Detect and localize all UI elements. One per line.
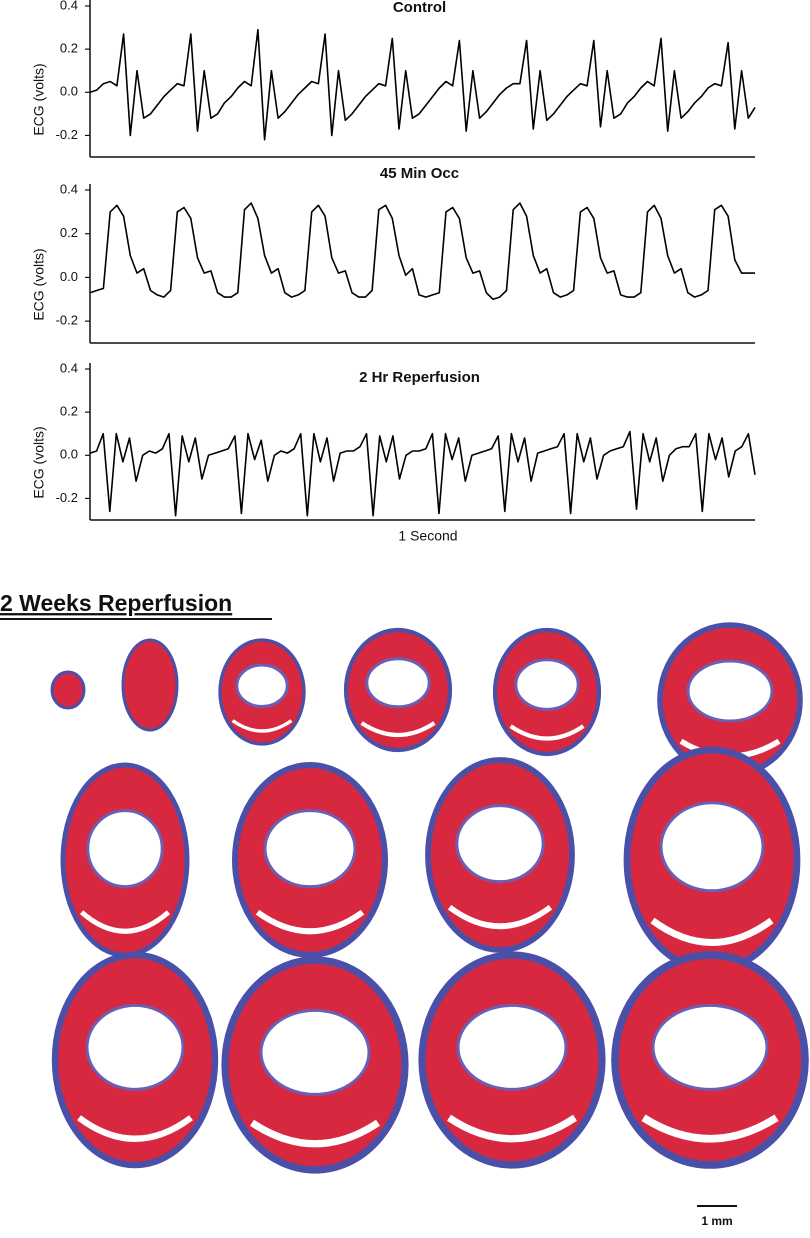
lumen-cleft (509, 724, 585, 741)
ventricle-cavity (651, 1003, 769, 1091)
lumen-cleft (79, 910, 171, 934)
tissue-section (50, 670, 86, 710)
ventricle-cavity (455, 804, 545, 884)
lumen-cleft (650, 917, 774, 946)
ventricle-cavity (514, 658, 580, 711)
lumen-cleft (447, 1114, 577, 1143)
y-tick-label: 0.4 (60, 181, 78, 196)
chart-title: Control (393, 0, 446, 16)
ecg-trace (89, 430, 756, 517)
y-tick-label: 0.2 (60, 41, 78, 56)
ecg-trace (89, 202, 755, 301)
y-tick-label: 0.0 (60, 447, 78, 462)
ventricle-cavity (456, 1003, 568, 1091)
y-axis-label: ECG (volts) (31, 426, 47, 498)
tissue-section (121, 638, 179, 732)
ventricle-cavity (686, 659, 774, 723)
lumen-cleft (641, 1114, 779, 1143)
ventricle-cavity (235, 663, 289, 709)
y-axis-label: ECG (volts) (31, 63, 47, 135)
lumen-cleft (447, 904, 553, 929)
ventricle-cavity (263, 809, 357, 889)
chart-title: 2 Hr Reperfusion (359, 369, 480, 386)
lumen-cleft (360, 721, 436, 738)
y-tick-label: 0.2 (60, 404, 78, 419)
section-heading: 2 Weeks Reperfusion (0, 590, 232, 616)
ventricle-cavity (365, 657, 431, 709)
ventricle-cavity (86, 809, 164, 889)
y-tick-label: 0.0 (60, 269, 78, 284)
y-tick-label: 0.4 (60, 0, 78, 12)
lumen-cleft (77, 1115, 193, 1142)
lumen-cleft (255, 909, 365, 935)
ecg-trace (89, 28, 756, 141)
ventricle-cavity (659, 801, 765, 893)
y-tick-label: -0.2 (56, 127, 78, 142)
y-tick-label: 0.0 (60, 84, 78, 99)
lumen-cleft (231, 719, 293, 733)
ventricle-cavity (259, 1008, 371, 1096)
y-tick-label: 0.2 (60, 225, 78, 240)
chart-title: 45 Min Occ (380, 165, 459, 182)
y-tick-label: 0.4 (60, 360, 78, 375)
ventricle-cavity (85, 1003, 185, 1091)
y-tick-label: -0.2 (56, 313, 78, 328)
scale-bar-label: 1 mm (701, 1214, 732, 1228)
y-tick-label: -0.2 (56, 490, 78, 505)
x-axis-label: 1 Second (398, 528, 457, 544)
y-axis-label: ECG (volts) (31, 248, 47, 320)
lumen-cleft (250, 1119, 380, 1148)
histology-sections (50, 622, 809, 1174)
